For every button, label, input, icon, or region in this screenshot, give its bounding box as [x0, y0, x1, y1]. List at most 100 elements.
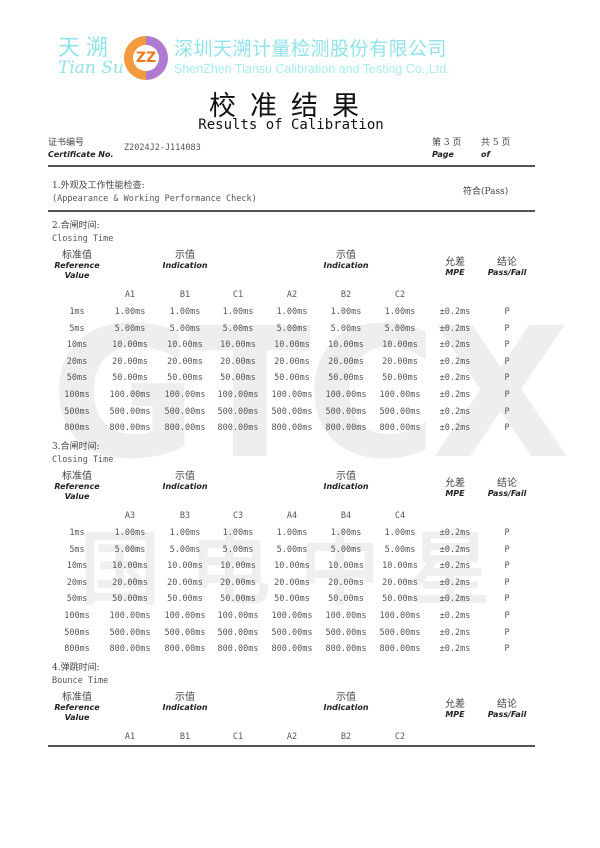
certificate-number: Z2024J2-J114083 — [124, 143, 201, 153]
table-cell: 50.00ms — [112, 373, 148, 384]
header-mpe: 允差 MPE — [445, 700, 465, 720]
table-cell: P — [504, 323, 510, 334]
column-label: A4 — [286, 511, 298, 521]
section1-title-en: (Appearance & Working Performance Check) — [52, 194, 257, 204]
header-ref-text: Value — [64, 492, 90, 501]
table-cell: ±0.2ms — [439, 356, 471, 367]
table-cell: 10.00ms — [328, 561, 364, 572]
header-mpe-text: 允差 — [445, 478, 465, 489]
header-ref-text: Reference — [54, 482, 100, 491]
certificate-label-en: Certificate No. — [48, 150, 114, 159]
table-cell: 20.00ms — [328, 356, 364, 367]
company-name-en: ShenZhen Tiansu Calibration and Testing … — [174, 62, 450, 76]
header-mpe-text: 允差 — [445, 257, 465, 268]
table-cell: 5.00ms — [330, 323, 362, 334]
table-cell: P — [504, 340, 510, 351]
header-ref-text: 标准值 — [61, 692, 92, 703]
table-cell: 50.00ms — [382, 594, 418, 605]
table-cell: 100.00ms — [217, 390, 259, 400]
table-cell: P — [504, 307, 510, 317]
column-label: C2 — [394, 732, 406, 742]
table-cell: 500.00ms — [164, 627, 206, 638]
table-cell: 100.00ms — [109, 611, 151, 621]
table-cell: 100ms — [64, 611, 90, 621]
table-cell: ±0.2ms — [439, 644, 471, 655]
table-cell: 5.00ms — [169, 323, 201, 334]
table-cell: 20.00ms — [220, 577, 256, 588]
table-cell: 50.00ms — [382, 373, 418, 384]
header-ref-text: Reference — [54, 703, 100, 712]
table-cell: ±0.2ms — [439, 307, 471, 317]
table-cell: 500ms — [64, 406, 90, 417]
table-cell: 500.00ms — [109, 627, 151, 638]
table-cell: 10.00ms — [167, 561, 203, 572]
table-cell: 1.00ms — [169, 307, 201, 317]
table-cell: 1.00ms — [114, 528, 146, 538]
table-cell: ±0.2ms — [439, 406, 471, 417]
table-cell: 10.00ms — [167, 340, 203, 351]
table-cell: 500.00ms — [379, 627, 421, 638]
table-cell: 1.00ms — [276, 307, 308, 317]
column-label: A2 — [286, 290, 298, 300]
table-cell: P — [504, 528, 510, 538]
column-label: B2 — [340, 732, 352, 742]
table-cell: 20.00ms — [382, 356, 418, 367]
header-res-text: 结论 — [497, 257, 517, 268]
header-ref: 标准值 Reference Value — [54, 693, 99, 723]
certificate-label-cn: 证书编号 — [48, 138, 85, 148]
header-ind: 示值 Indication — [162, 472, 207, 492]
section1-title-cn: 1.外观及工作性能检查: — [52, 181, 145, 191]
table-cell: 5ms — [69, 323, 85, 334]
table-cell: 5.00ms — [222, 544, 254, 555]
table-cell: 50ms — [66, 594, 88, 605]
table-cell: 10.00ms — [382, 561, 418, 572]
table-cell: P — [504, 390, 510, 400]
table-cell: 10.00ms — [382, 340, 418, 351]
section1-result: 符合(Pass) — [463, 187, 509, 197]
header-ref-text: 标准值 — [61, 250, 92, 261]
table-cell: 5.00ms — [114, 323, 146, 334]
table-cell: 50.00ms — [274, 373, 310, 384]
column-label: A1 — [124, 732, 136, 742]
header-mpe-text: MPE — [445, 268, 465, 277]
table-cell: ±0.2ms — [439, 544, 471, 555]
table-cell: 20.00ms — [328, 577, 364, 588]
table-cell: P — [504, 561, 510, 572]
table-cell: 10.00ms — [220, 340, 256, 351]
table-cell: 1.00ms — [169, 528, 201, 538]
logo-cn: 天溯 — [58, 36, 115, 61]
table-cell: 1.00ms — [384, 307, 416, 317]
table-cell: 10ms — [66, 561, 88, 572]
table-cell: 10.00ms — [274, 561, 310, 572]
header-ind-text: 示值 — [335, 471, 356, 482]
section-title-cn: 4.弹跳时间: — [52, 663, 100, 673]
table-cell: 10.00ms — [274, 340, 310, 351]
header-ref: 标准值 Reference Value — [54, 251, 99, 281]
table-cell: 20.00ms — [274, 577, 310, 588]
table-cell: 50.00ms — [112, 594, 148, 605]
table-cell: ±0.2ms — [439, 373, 471, 384]
company-name-cn: 深圳天溯计量检测股份有限公司 — [174, 38, 448, 60]
header-ind-text: 示值 — [174, 250, 195, 261]
table-cell: 100ms — [64, 390, 90, 400]
table-cell: P — [504, 611, 510, 621]
divider — [48, 165, 535, 167]
header-ref: 标准值 Reference Value — [54, 472, 99, 502]
seal-mark: ZZ — [133, 45, 159, 71]
table-cell: P — [504, 544, 510, 555]
table-cell: 800ms — [64, 644, 90, 655]
header-ind: 示值 Indication — [323, 251, 368, 271]
table-cell: 800.00ms — [325, 423, 367, 434]
column-label: C1 — [232, 732, 244, 742]
header-ref-text: Value — [64, 713, 90, 722]
header-res-text: Pass/Fail — [487, 710, 527, 719]
table-cell: ±0.2ms — [439, 390, 471, 400]
table-cell: 500.00ms — [109, 406, 151, 417]
table-cell: 50ms — [66, 373, 88, 384]
table-cell: 800.00ms — [164, 644, 206, 655]
header-ind: 示值 Indication — [323, 472, 368, 492]
header-res-text: 结论 — [497, 699, 517, 710]
table-cell: P — [504, 644, 510, 655]
table-cell: P — [504, 594, 510, 605]
table-cell: 800.00ms — [271, 644, 313, 655]
